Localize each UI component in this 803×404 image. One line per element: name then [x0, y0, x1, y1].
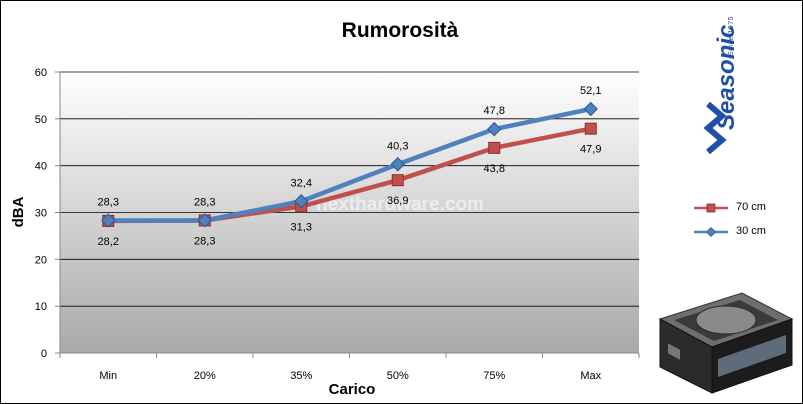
y-tick-label: 0: [41, 348, 47, 360]
chart-title: Rumorosità: [342, 19, 459, 42]
legend-item-30cm: 30 cm: [694, 221, 794, 245]
point-30cm: [294, 194, 309, 209]
seasonic-emblem-icon: Seasonic: [703, 25, 740, 155]
x-tick-label: Min: [99, 370, 117, 382]
legend-swatch-70cm-icon: [694, 203, 728, 213]
chart-legend: 70 cm 30 cm: [694, 197, 794, 245]
data-labels: 28,2 28,3 31,3 36,9 43,8 47,9 28,3 28,3 32,4 40,3…: [98, 85, 602, 248]
data-label: 47,9: [580, 144, 601, 156]
seasonic-logo: Seasonic Since 1975: [700, 12, 744, 162]
x-tick-label: 20%: [194, 370, 216, 382]
point-70cm: [391, 174, 404, 187]
data-label: 28,3: [194, 235, 215, 247]
data-label: 32,4: [291, 177, 312, 189]
brand-name: Seasonic: [713, 25, 740, 130]
x-tick-label: 35%: [290, 370, 312, 382]
legend-item-70cm: 70 cm: [694, 197, 794, 221]
y-tick-label: 20: [35, 254, 47, 266]
axes: 0 10 20 30 40 50 60 Min 20% 35% 50% 75% Max: [35, 67, 640, 382]
point-30cm: [101, 213, 116, 228]
data-label: 31,3: [291, 221, 312, 233]
data-label: 28,2: [98, 236, 119, 248]
point-30cm: [583, 101, 598, 117]
power-supply-image: [658, 292, 794, 394]
y-tick-label: 30: [35, 208, 47, 220]
data-label: 36,9: [387, 195, 408, 207]
legend-label-30cm: 30 cm: [736, 225, 766, 237]
watermark: nexthardware.com: [316, 194, 484, 215]
point-30cm: [197, 213, 212, 228]
data-label: 28,3: [194, 196, 215, 208]
x-tick-label: 75%: [483, 370, 505, 382]
y-tick-label: 60: [35, 67, 47, 79]
series-line-1: [106, 106, 593, 223]
point-70cm: [488, 141, 501, 154]
data-label: 28,3: [98, 196, 119, 208]
data-label: 40,3: [387, 140, 408, 152]
y-tick-label: 10: [35, 301, 47, 313]
brand-tagline: Since 1975: [728, 16, 735, 57]
x-tick-label: 50%: [387, 370, 409, 382]
x-tick-label: Max: [580, 370, 601, 382]
data-label: 52,1: [580, 85, 601, 97]
x-axis-label: Carico: [329, 381, 376, 398]
data-label: 43,8: [484, 163, 505, 175]
point-70cm: [584, 122, 597, 135]
y-tick-label: 40: [35, 161, 47, 173]
legend-label-70cm: 70 cm: [736, 201, 766, 213]
series-layer: [101, 101, 598, 228]
y-tick-label: 50: [35, 114, 47, 126]
legend-swatch-30cm-icon: [694, 227, 728, 237]
point-30cm: [390, 157, 405, 172]
grid-lines: [60, 71, 639, 307]
y-axis-label: dBA: [10, 196, 27, 227]
point-30cm: [487, 121, 502, 137]
data-label: 47,8: [484, 105, 505, 117]
